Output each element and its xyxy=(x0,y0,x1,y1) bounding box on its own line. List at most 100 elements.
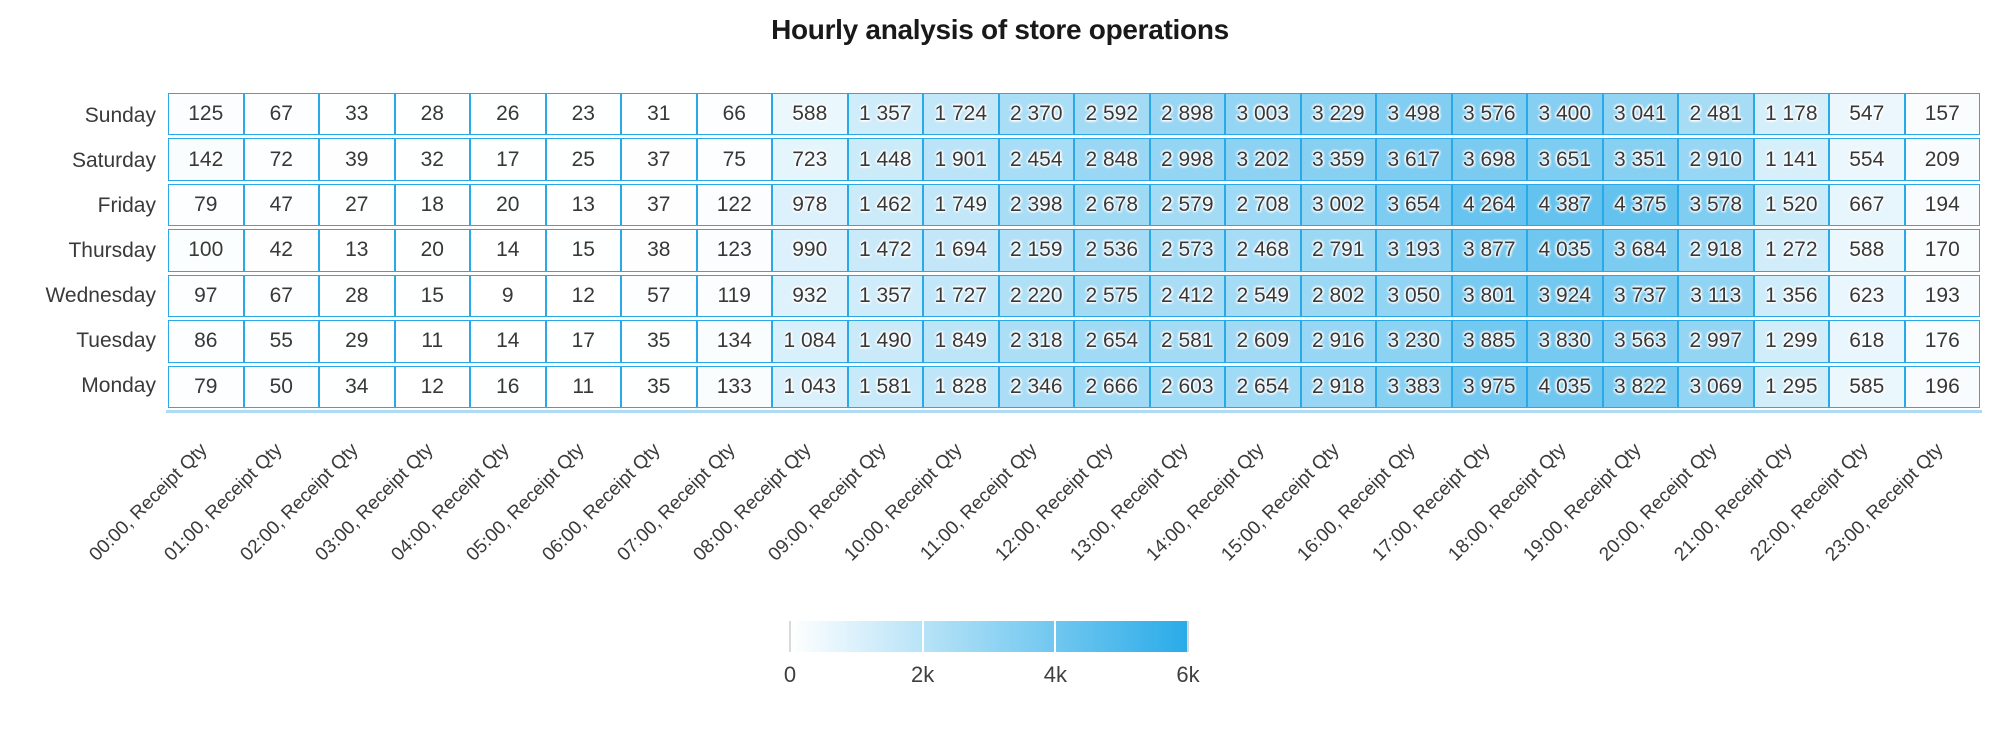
heatmap-cell: 623 xyxy=(1829,274,1905,318)
heatmap-cell: 38 xyxy=(621,229,697,272)
heatmap-cell: 193 xyxy=(1904,274,1980,318)
heatmap-cell: 133 xyxy=(696,365,772,408)
heatmap-cell: 2 603 xyxy=(1149,365,1225,408)
heatmap-cell: 125 xyxy=(168,93,244,136)
heatmap-cell: 1 356 xyxy=(1753,274,1829,318)
heatmap-cell: 2 370 xyxy=(998,93,1074,136)
heatmap-cell: 3 351 xyxy=(1602,138,1678,181)
heatmap-cell: 37 xyxy=(621,138,697,181)
colorbar-edge-tick xyxy=(1187,621,1189,652)
heatmap-cell: 3 924 xyxy=(1527,274,1603,318)
y-axis-label: Sunday xyxy=(84,103,156,127)
heatmap-cell: 39 xyxy=(319,138,395,181)
heatmap-cell: 2 573 xyxy=(1149,229,1225,272)
heatmap-cell: 1 849 xyxy=(923,320,999,363)
heatmap-grid: 125 67 33 28 26 23 31 66 588 1 357 1 724 2 370 2 592… xyxy=(168,93,1980,408)
heatmap-cell: 1 901 xyxy=(923,138,999,181)
heatmap-cell: 23 xyxy=(545,93,621,136)
heatmap-cell: 123 xyxy=(696,229,772,272)
heatmap-cell: 554 xyxy=(1829,138,1905,181)
heatmap-cell: 3 003 xyxy=(1225,93,1301,136)
heatmap-cell: 170 xyxy=(1904,229,1980,272)
heatmap-cell: 1 272 xyxy=(1753,229,1829,272)
heatmap-cell: 209 xyxy=(1904,138,1980,181)
heatmap-cell: 2 666 xyxy=(1074,365,1150,408)
chart-title: Hourly analysis of store operations xyxy=(771,14,1229,45)
heatmap-cell: 66 xyxy=(696,93,772,136)
heatmap-cell: 72 xyxy=(243,138,319,181)
heatmap-cell: 667 xyxy=(1829,183,1905,227)
heatmap-cell: 14 xyxy=(470,229,546,272)
heatmap-cell: 3 651 xyxy=(1527,138,1603,181)
heatmap-cell: 67 xyxy=(243,93,319,136)
y-axis-label: Tuesday xyxy=(76,328,156,352)
heatmap-cell: 134 xyxy=(696,320,772,363)
heatmap-cell: 2 346 xyxy=(998,365,1074,408)
heatmap-cell: 2 159 xyxy=(998,229,1074,272)
color-scale-bar xyxy=(790,621,1188,652)
heatmap-cell: 2 791 xyxy=(1300,229,1376,272)
heatmap-cell: 585 xyxy=(1829,365,1905,408)
heatmap-cell: 3 737 xyxy=(1602,274,1678,318)
heatmap-cell: 3 041 xyxy=(1602,93,1678,136)
heatmap-cell: 1 357 xyxy=(847,274,923,318)
heatmap-cell: 20 xyxy=(394,229,470,272)
heatmap-cell: 28 xyxy=(394,93,470,136)
heatmap-cell: 55 xyxy=(243,320,319,363)
heatmap-cell: 29 xyxy=(319,320,395,363)
heatmap-cell: 3 230 xyxy=(1376,320,1452,363)
heatmap-cell: 194 xyxy=(1904,183,1980,227)
heatmap-cell: 588 xyxy=(772,93,848,136)
x-axis-line xyxy=(166,409,1982,413)
y-axis-label: Saturday xyxy=(71,148,156,172)
heatmap-cell: 3 654 xyxy=(1376,183,1452,227)
heatmap-cell: 1 581 xyxy=(847,365,923,408)
heatmap-cell: 27 xyxy=(319,183,395,227)
heatmap-cell: 35 xyxy=(621,365,697,408)
colorbar-tick-label: 2k xyxy=(911,662,935,687)
heatmap-cell: 9 xyxy=(470,274,546,318)
heatmap-cell: 1 724 xyxy=(923,93,999,136)
heatmap-cell: 11 xyxy=(394,320,470,363)
heatmap-cell: 2 398 xyxy=(998,183,1074,227)
heatmap-cell: 3 578 xyxy=(1678,183,1754,227)
heatmap-cell: 79 xyxy=(168,365,244,408)
heatmap-cell: 37 xyxy=(621,183,697,227)
heatmap-cell: 3 229 xyxy=(1300,93,1376,136)
heatmap-cell: 2 609 xyxy=(1225,320,1301,363)
heatmap-cell: 3 383 xyxy=(1376,365,1452,408)
heatmap-cell: 2 592 xyxy=(1074,93,1150,136)
heatmap-cell: 3 113 xyxy=(1678,274,1754,318)
heatmap-cell: 28 xyxy=(319,274,395,318)
heatmap-cell: 122 xyxy=(696,183,772,227)
heatmap-cell: 12 xyxy=(545,274,621,318)
heatmap-cell: 25 xyxy=(545,138,621,181)
heatmap-cell: 4 035 xyxy=(1527,229,1603,272)
heatmap-cell: 1 043 xyxy=(772,365,848,408)
heatmap-cell: 1 462 xyxy=(847,183,923,227)
heatmap-cell: 547 xyxy=(1829,93,1905,136)
heatmap-cell: 2 581 xyxy=(1149,320,1225,363)
heatmap-cell: 2 848 xyxy=(1074,138,1150,181)
heatmap-cell: 3 498 xyxy=(1376,93,1452,136)
heatmap-cell: 3 202 xyxy=(1225,138,1301,181)
colorbar-tick-label: 6k xyxy=(1176,662,1200,687)
heatmap-cell: 3 069 xyxy=(1678,365,1754,408)
heatmap-cell: 1 749 xyxy=(923,183,999,227)
heatmap-cell: 2 579 xyxy=(1149,183,1225,227)
heatmap-cell: 2 918 xyxy=(1300,365,1376,408)
heatmap-cell: 990 xyxy=(772,229,848,272)
heatmap-cell: 1 828 xyxy=(923,365,999,408)
heatmap-cell: 67 xyxy=(243,274,319,318)
heatmap-cell: 119 xyxy=(696,274,772,318)
y-axis-label: Monday xyxy=(81,373,156,397)
heatmap-cell: 31 xyxy=(621,93,697,136)
heatmap-cell: 32 xyxy=(394,138,470,181)
heatmap-cell: 47 xyxy=(243,183,319,227)
heatmap-cell: 86 xyxy=(168,320,244,363)
heatmap-cell: 2 998 xyxy=(1149,138,1225,181)
heatmap-cell: 2 220 xyxy=(998,274,1074,318)
heatmap-cell: 3 563 xyxy=(1602,320,1678,363)
colorbar-edge-tick xyxy=(789,621,791,652)
heatmap-cell: 2 549 xyxy=(1225,274,1301,318)
